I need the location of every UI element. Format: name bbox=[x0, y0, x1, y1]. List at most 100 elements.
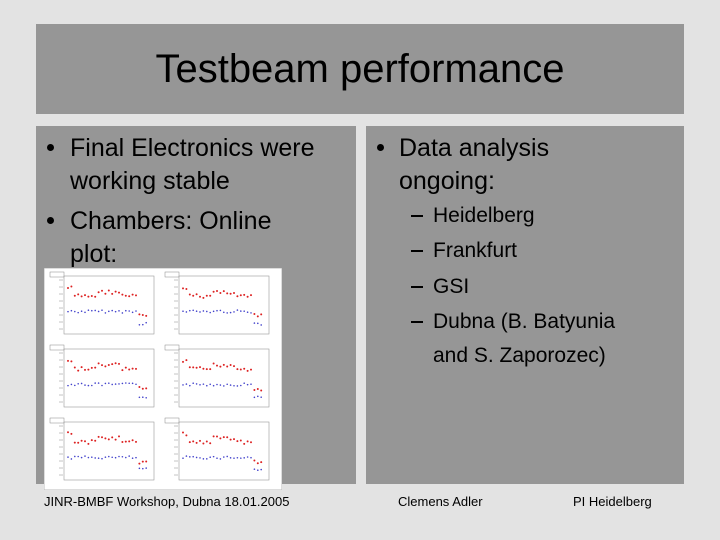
blue-point bbox=[111, 383, 113, 386]
blue-point bbox=[236, 456, 239, 459]
blue-point bbox=[185, 311, 188, 313]
blue-point bbox=[101, 457, 103, 460]
panel-frame bbox=[63, 348, 155, 408]
red-point bbox=[226, 365, 229, 368]
blue-point bbox=[67, 456, 69, 458]
red-point bbox=[128, 295, 131, 298]
red-point bbox=[260, 461, 263, 464]
red-point bbox=[256, 462, 259, 465]
red-point bbox=[222, 436, 225, 439]
red-point bbox=[73, 441, 76, 444]
blue-point bbox=[114, 310, 117, 313]
red-point bbox=[131, 367, 134, 370]
red-point bbox=[111, 363, 114, 366]
red-point bbox=[131, 439, 134, 442]
blue-point bbox=[142, 396, 144, 399]
blue-point bbox=[223, 456, 225, 458]
blue-point bbox=[121, 455, 124, 458]
blue-point bbox=[121, 312, 124, 314]
blue-point bbox=[229, 384, 232, 386]
blue-point bbox=[94, 457, 96, 459]
red-point bbox=[67, 359, 69, 362]
panel-label bbox=[49, 271, 65, 278]
red-point bbox=[243, 293, 246, 296]
blue-point bbox=[77, 311, 79, 314]
blue-point bbox=[128, 382, 130, 385]
red-point bbox=[70, 360, 73, 363]
blue-point bbox=[236, 309, 239, 311]
red-point bbox=[124, 366, 127, 369]
blue-point bbox=[192, 455, 194, 458]
red-point bbox=[239, 439, 242, 442]
slide-title: Testbeam performance bbox=[36, 24, 684, 114]
blue-point bbox=[223, 311, 225, 314]
red-point bbox=[246, 440, 249, 443]
red-point bbox=[94, 295, 97, 298]
red-point bbox=[212, 435, 215, 438]
blue-point bbox=[192, 309, 194, 312]
blue-point bbox=[142, 467, 144, 470]
blue-point bbox=[108, 455, 110, 458]
red-point bbox=[260, 389, 263, 392]
blue-point bbox=[97, 310, 100, 313]
blue-point bbox=[145, 321, 147, 324]
online-plot bbox=[44, 268, 282, 490]
red-point bbox=[239, 368, 242, 371]
sub-item: GSI bbox=[433, 275, 470, 298]
red-point bbox=[236, 368, 239, 371]
red-point bbox=[84, 440, 86, 443]
red-point bbox=[101, 436, 103, 439]
blue-point bbox=[209, 456, 211, 459]
panel-label bbox=[49, 417, 65, 424]
blue-point bbox=[216, 457, 218, 459]
blue-point bbox=[209, 383, 211, 386]
blue-point bbox=[189, 456, 191, 458]
blue-point bbox=[118, 455, 120, 458]
blue-point bbox=[101, 309, 103, 311]
blue-point bbox=[104, 456, 107, 458]
blue-point bbox=[257, 469, 259, 472]
panel-label bbox=[164, 271, 180, 278]
red-point bbox=[87, 368, 90, 371]
blue-point bbox=[142, 323, 144, 326]
red-point bbox=[182, 360, 184, 363]
blue-point bbox=[67, 310, 69, 313]
red-point bbox=[104, 437, 107, 440]
blue-point bbox=[70, 383, 73, 386]
blue-point bbox=[97, 382, 100, 384]
red-point bbox=[185, 359, 188, 362]
red-point bbox=[104, 292, 107, 295]
panel-frame bbox=[178, 421, 270, 481]
blue-point bbox=[74, 455, 76, 458]
red-point bbox=[205, 440, 208, 443]
blue-point bbox=[243, 382, 245, 385]
panel-label bbox=[164, 417, 180, 424]
blue-point bbox=[195, 383, 198, 385]
panel-frame bbox=[178, 275, 270, 335]
red-point bbox=[145, 460, 148, 463]
red-point bbox=[216, 435, 218, 438]
blue-point bbox=[216, 309, 218, 312]
red-point bbox=[118, 291, 120, 294]
blue-point bbox=[128, 310, 130, 312]
red-point bbox=[101, 289, 103, 292]
red-point bbox=[135, 294, 137, 297]
red-point bbox=[128, 368, 131, 371]
sub-item: Dubna (B. Batyunia and S. Zaporozec) bbox=[433, 310, 616, 367]
blue-point bbox=[229, 457, 232, 459]
blue-point bbox=[138, 467, 141, 470]
red-point bbox=[256, 315, 259, 318]
red-point bbox=[229, 438, 232, 441]
blue-point bbox=[219, 309, 222, 312]
plot-background bbox=[44, 268, 282, 490]
red-point bbox=[141, 460, 144, 463]
red-point bbox=[67, 286, 69, 289]
blue-point bbox=[104, 312, 107, 314]
bullet bbox=[377, 144, 384, 151]
bullet-text: Data analysis ongoing: bbox=[399, 134, 550, 195]
red-point bbox=[67, 431, 69, 434]
blue-point bbox=[257, 395, 259, 398]
red-point bbox=[209, 442, 212, 445]
red-point bbox=[250, 441, 252, 444]
red-point bbox=[80, 295, 83, 298]
